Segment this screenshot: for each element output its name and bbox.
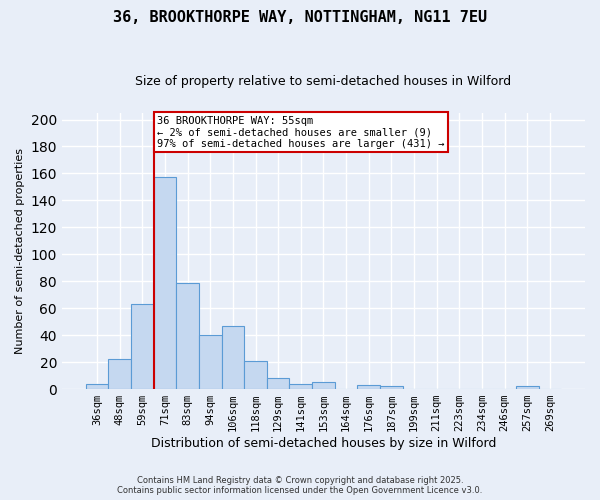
Bar [131,304,154,389]
Bar [244,361,267,389]
Bar [221,326,244,389]
Text: Contains HM Land Registry data © Crown copyright and database right 2025.
Contai: Contains HM Land Registry data © Crown c… [118,476,482,495]
Bar [267,378,289,389]
Bar [109,360,131,389]
Bar [199,335,221,389]
Bar [358,385,380,389]
Bar [380,386,403,389]
Bar [312,382,335,389]
Text: 36, BROOKTHORPE WAY, NOTTINGHAM, NG11 7EU: 36, BROOKTHORPE WAY, NOTTINGHAM, NG11 7E… [113,10,487,25]
Text: 36 BROOKTHORPE WAY: 55sqm
← 2% of semi-detached houses are smaller (9)
97% of se: 36 BROOKTHORPE WAY: 55sqm ← 2% of semi-d… [157,116,445,148]
Bar [176,282,199,389]
Bar [86,384,109,389]
X-axis label: Distribution of semi-detached houses by size in Wilford: Distribution of semi-detached houses by … [151,437,496,450]
Bar [289,384,312,389]
Y-axis label: Number of semi-detached properties: Number of semi-detached properties [15,148,25,354]
Title: Size of property relative to semi-detached houses in Wilford: Size of property relative to semi-detach… [136,75,512,88]
Bar [154,178,176,389]
Bar [516,386,539,389]
